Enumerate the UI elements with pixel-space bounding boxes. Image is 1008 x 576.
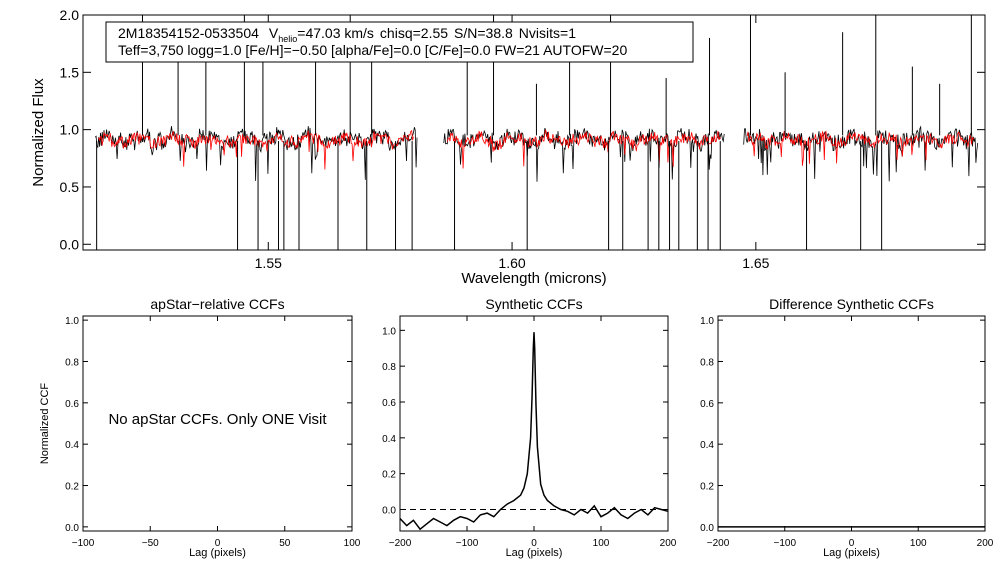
- spectrum-y-axis-label: Normalized Flux: [30, 78, 47, 187]
- spectrum-x-tick-label: 1.60: [498, 255, 525, 271]
- difference-x-axis-label: Lag (pixels): [823, 547, 880, 559]
- apstar-x-tick-label: 0: [215, 538, 221, 549]
- synthetic-y-tick-label: 0.6: [382, 398, 396, 409]
- difference-x-tick-label: 200: [977, 538, 994, 549]
- synthetic-y-tick-label: 1.0: [382, 326, 396, 337]
- spectrum-y-tick-label: 1.5: [60, 64, 80, 80]
- synthetic-x-tick-label: 0: [531, 538, 537, 549]
- spectrum-x-axis-label: Wavelength (microns): [461, 270, 606, 287]
- info-box-frame: [105, 21, 694, 63]
- spectrum-plot: 1.55 1.60 1.65 0.0 0.5 1.0 1.5 2.0 Wavelength (…: [30, 7, 986, 287]
- apstar-x-tick-label: 100: [344, 538, 361, 549]
- difference-y-tick-label: 0.4: [700, 440, 714, 451]
- difference-y-tick-label: 0.8: [700, 357, 714, 368]
- synthetic-x-tick-label: 200: [660, 538, 677, 549]
- synthetic-x-axis-label: Lag (pixels): [506, 547, 563, 559]
- spectrum-x-tick-label: 1.55: [255, 255, 282, 271]
- apstar-y-tick-label: 0.6: [65, 399, 79, 410]
- synthetic-ccf-title: Synthetic CCFs: [485, 296, 582, 312]
- apstar-x-tick-label: 50: [279, 538, 291, 549]
- difference-ccf-title: Difference Synthetic CCFs: [769, 296, 934, 312]
- difference-x-tick-label: −200: [707, 538, 730, 549]
- synthetic-y-tick-label: 0.4: [382, 434, 396, 445]
- apstar-y-tick-label: 1.0: [65, 316, 79, 327]
- spectrum-y-tick-label: 0.5: [60, 179, 80, 195]
- synthetic-y-tick-label: 0.2: [382, 470, 396, 481]
- spectrum-y-tick-label: 2.0: [60, 7, 80, 23]
- apstar-ccf-title: apStar−relative CCFs: [150, 296, 284, 312]
- apstar-y-axis-label: Normalized CCF: [39, 383, 51, 465]
- spectrum-info-box: 2M18354152-0533504 Vhelio=47.03 km/s chisq…: [105, 21, 694, 63]
- info-star-id: 2M18354152-0533504: [118, 25, 259, 41]
- spectrum-x-tick-label: 1.65: [742, 255, 769, 271]
- synthetic-x-tick-label: 100: [593, 538, 610, 549]
- spectrum-y-tick-label: 1.0: [60, 122, 80, 138]
- info-line-2: Teff=3,750 logg=1.0 [Fe/H]=−0.50 [alpha/…: [118, 42, 627, 58]
- info-sn: S/N=38.8: [454, 25, 513, 41]
- difference-ccf-frame: [717, 315, 986, 532]
- apstar-no-ccf-message: No apStar CCFs. Only ONE Visit: [108, 411, 327, 428]
- apstar-y-tick-label: 0.4: [65, 440, 79, 451]
- info-v-value: =47.03 km/s: [297, 25, 374, 41]
- difference-y-tick-label: 0.6: [700, 399, 714, 410]
- synthetic-ccf-line: [399, 332, 669, 531]
- synthetic-x-tick-label: −200: [389, 538, 412, 549]
- apstar-x-axis-label: Lag (pixels): [189, 547, 246, 559]
- spectrum-model-line: [98, 128, 975, 170]
- synthetic-y-tick-label: 0.0: [382, 506, 396, 517]
- difference-y-tick-label: 0.2: [700, 482, 714, 493]
- apstar-x-tick-label: −50: [142, 538, 159, 549]
- apstar-y-tick-label: 0.0: [65, 523, 79, 534]
- difference-x-tick-label: 100: [910, 538, 927, 549]
- info-line-1: 2M18354152-0533504 Vhelio=47.03 km/s chisq…: [118, 25, 576, 44]
- difference-x-tick-label: 0: [849, 538, 855, 549]
- synthetic-ccf-plot: Synthetic CCFs −200 −100 0 100 200 0.0 0.2 0.4 0…: [382, 296, 677, 559]
- info-chisq: chisq=2.55: [380, 25, 448, 41]
- apstar-y-tick-label: 0.2: [65, 482, 79, 493]
- synthetic-x-tick-label: −100: [456, 538, 479, 549]
- apstar-ccf-plot: apStar−relative CCFs −100 −50 0 50 100 0.0 0.2…: [39, 296, 361, 559]
- info-v-symbol: V: [269, 25, 279, 41]
- difference-x-tick-label: −100: [773, 538, 796, 549]
- info-nvisits: Nvisits=1: [519, 25, 576, 41]
- spectrum-y-tick-label: 0.0: [60, 236, 80, 252]
- synthetic-y-tick-label: 0.8: [382, 362, 396, 373]
- apstar-x-tick-label: −100: [72, 538, 95, 549]
- difference-y-tick-label: 0.0: [700, 523, 714, 534]
- difference-ccf-plot: Difference Synthetic CCFs −200 −100 0 100 20…: [700, 296, 994, 559]
- info-v-subscript: helio: [278, 34, 297, 44]
- apstar-y-tick-label: 0.8: [65, 357, 79, 368]
- difference-y-tick-label: 1.0: [700, 316, 714, 327]
- spectrum-plot-frame: [82, 14, 986, 251]
